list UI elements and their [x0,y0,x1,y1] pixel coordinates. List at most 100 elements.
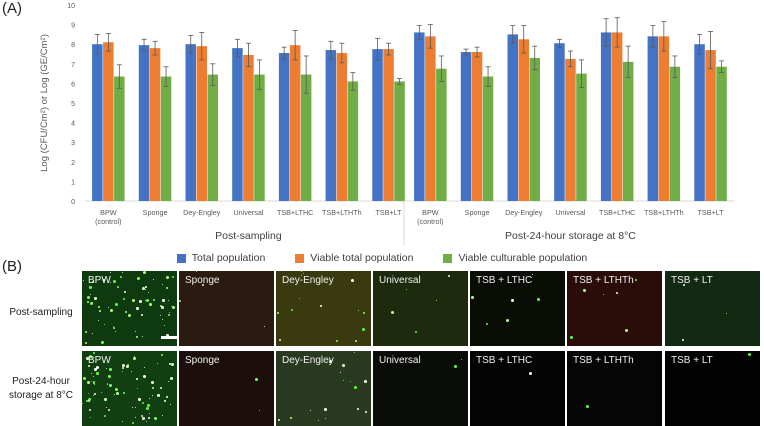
panel-a-label: (A) [2,0,22,17]
fluorescent-spot [93,376,94,377]
group-label: Post-24-hour storage at 8°C [505,230,636,242]
fluorescent-spot [88,365,90,367]
fluorescent-spot [117,286,119,288]
fluorescent-spot [436,300,437,301]
fluorescent-spot [93,395,94,396]
fluorescent-spot [127,364,129,366]
fluorescent-spot [89,286,92,289]
fluorescent-spot [301,275,302,276]
fluorescent-spot [279,339,281,341]
fluorescent-spot [532,274,533,275]
micrograph-post-sampling-dey-engley: Dey-Engley [276,271,371,346]
y-axis-label: Log (CFU/Cm²) or Log (GE/Cm²) [39,34,50,172]
bar [716,66,727,202]
fluorescent-spot [148,417,150,419]
micrograph-label: TSB + LTHC [476,275,533,286]
fluorescent-spot [151,381,154,384]
x-tick-label: BPW [422,208,439,217]
fluorescent-spot [164,400,166,402]
chart-legend: Total population Viable total population… [0,250,764,266]
bar [325,50,337,201]
fluorescent-spot [99,310,101,312]
fluorescent-spot [136,378,138,380]
bar [436,68,447,201]
fluorescent-spot [161,306,164,309]
bar [529,57,540,201]
bar [114,76,125,201]
fluorescent-spot [454,365,457,368]
fluorescent-spot [320,305,322,307]
x-tick-label: TSB+LTHC [599,208,635,217]
fluorescent-spot [354,386,357,389]
x-tick-label: TSB+LT [698,208,725,217]
fluorescent-spot [529,372,532,375]
micrograph-post-sampling-universal: Universal [373,271,468,346]
fluorescent-spot [278,419,280,421]
fluorescent-spot [142,336,143,337]
micrograph-post-storage-universal: Universal [373,351,468,426]
fluorescent-spot [122,367,124,369]
y-tick-label: 4 [71,121,75,128]
bar [372,49,383,201]
fluorescent-spot [162,284,163,285]
micrograph-post-storage-sponge: Sponge [179,351,274,426]
fluorescent-spot [506,319,509,322]
micrograph-post-storage-tsb-lt: TSB + LT [665,351,760,426]
bar [482,76,494,201]
fluorescent-spot [616,292,618,294]
fluorescent-spot [90,294,91,295]
fluorescent-spot [110,309,113,312]
x-tick-label: Sponge [465,208,490,217]
fluorescent-spot [98,306,100,308]
bar [185,44,196,202]
fluorescent-spot [96,372,99,375]
fluorescent-spot [122,364,125,367]
bar [565,58,576,202]
fluorescent-spot [291,309,293,311]
fluorescent-spot [124,291,126,293]
fluorescent-spot [135,417,136,418]
fluorescent-spot [98,320,99,321]
fluorescent-spot [336,340,338,342]
fluorescent-spot [255,378,258,381]
bar [669,66,681,202]
fluorescent-spot [93,352,95,354]
fluorescent-spot [365,411,367,413]
y-tick-label: 9 [71,23,75,30]
fluorescent-spot [583,289,586,292]
legend-label-total: Total population [191,252,266,264]
fluorescent-spot [92,281,94,283]
fluorescent-spot [135,331,136,332]
fluorescent-spot [103,279,105,281]
fluorescent-spot [168,381,169,382]
bar [554,43,565,201]
legend-item-viable-culturable: Viable culturable population [443,250,587,266]
fluorescent-spot [93,382,95,384]
fluorescent-spot [125,311,127,313]
fluorescent-spot [329,360,332,363]
fluorescent-spot [146,407,149,410]
micrograph-post-storage-tsb-lthth: TSB + LTHTh [567,351,662,426]
fluorescent-spot [301,271,302,272]
fluorescent-spot [94,384,95,385]
fluorescent-spot [123,392,125,394]
x-tick-label: Universal [555,208,585,217]
fluorescent-spot [92,333,93,334]
fluorescent-spot [415,331,417,333]
fluorescent-spot [166,276,169,279]
fluorescent-spot [101,392,102,393]
bar [336,53,348,201]
micrograph-label: TSB + LTHTh [573,275,634,286]
fluorescent-spot [160,387,162,389]
fluorescent-spot [363,312,365,314]
fluorescent-spot [126,365,129,368]
fluorescent-spot [87,296,90,299]
fluorescent-spot [85,331,87,333]
fluorescent-spot [406,289,407,290]
fluorescent-spot [110,272,111,273]
bar [383,49,394,201]
fluorescent-spot [310,410,311,411]
y-tick-label: 8 [71,42,75,49]
fluorescent-spot [154,417,157,420]
legend-swatch-viable-total [295,253,305,263]
